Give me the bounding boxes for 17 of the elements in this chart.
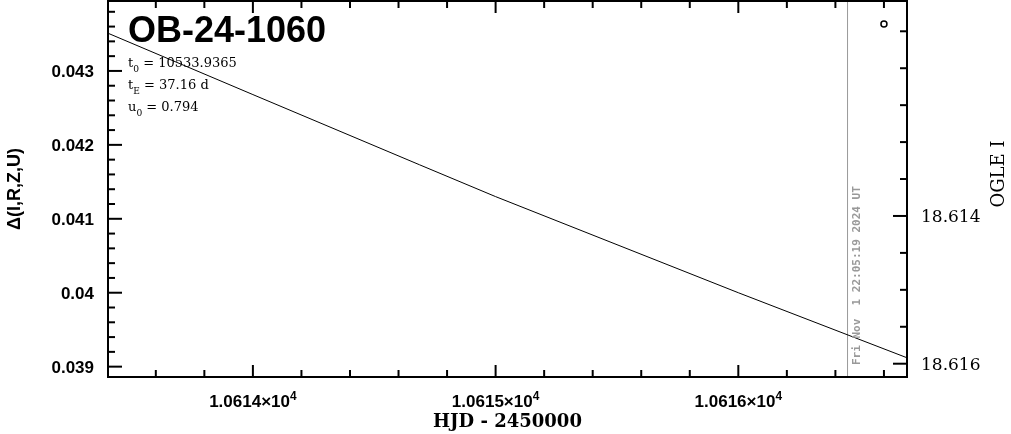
y-axis-title: Δ(I,R,Z,U) (4, 148, 24, 230)
annotation: t$_{E}$ = 37.16 d (128, 77, 209, 96)
y2-axis-title: OGLE I (987, 140, 1008, 208)
chart-title: OB-24-1060 (128, 9, 327, 50)
y2-tick-label: 18.614 (921, 205, 981, 226)
x-tick-label: 1.0616×10$^{4}$ (694, 389, 783, 411)
y2-tick-label: 18.616 (921, 353, 981, 374)
annotation: Fri Nov 1 22:05:19 2024 UT (849, 185, 863, 365)
y-tick-label: 0.04 (60, 283, 95, 303)
annotation: u$_{0}$ = 0.794 (128, 99, 199, 118)
x-axis-title: HJD - 2450000 (433, 410, 582, 431)
y-tick-label: 0.039 (51, 357, 94, 377)
y-tick-label: 0.042 (51, 135, 94, 155)
x-tick-label: 1.0614×10$^{4}$ (209, 389, 298, 411)
y-tick-label: 0.043 (51, 61, 94, 81)
y-tick-label: 0.041 (51, 209, 94, 229)
x-tick-label: 1.0615×10$^{4}$ (451, 389, 540, 411)
